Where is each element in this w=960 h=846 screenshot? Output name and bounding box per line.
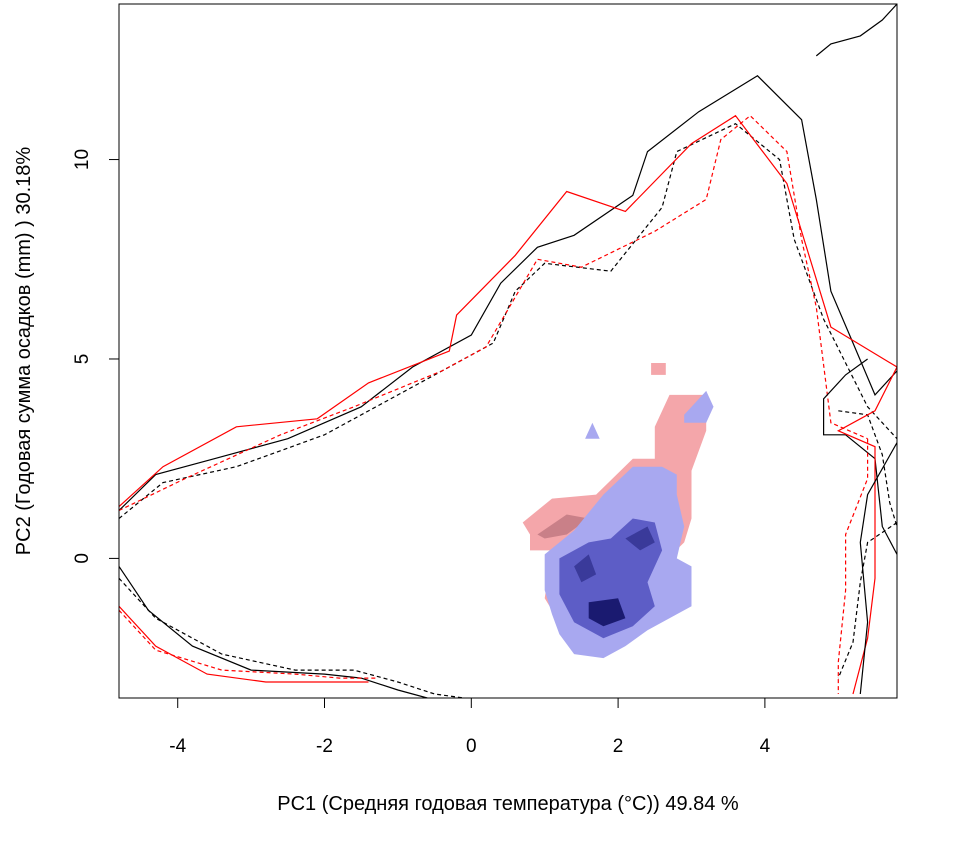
contour-black-solid (119, 75, 897, 511)
x-tick-label: 0 (466, 736, 477, 757)
y-axis-title: PC2 (Годовая сумма осадков (mm) ) 30.18% (13, 147, 35, 556)
contour-black-dashed-right (838, 410, 897, 527)
region-stability-mid (559, 518, 663, 639)
y-tick-label: 5 (72, 354, 93, 365)
contour-black-dashed-far-right (837, 522, 897, 679)
contour-red-dashed (119, 114, 868, 512)
region-stability-dark-3 (574, 554, 597, 583)
contour-black-dashed-bottom (119, 577, 465, 698)
contour-black-dashed (119, 122, 897, 519)
x-axis: -4 -2 0 2 4 (169, 697, 771, 757)
contour-black-solid-bottom (119, 566, 428, 698)
x-tick-label: -2 (316, 736, 333, 757)
x-tick-label: 4 (760, 736, 771, 757)
region-unfilling-dark (537, 514, 589, 539)
contour-red-solid (119, 114, 897, 508)
y-tick-label: 0 (72, 553, 93, 564)
y-axis: 0 5 10 (72, 149, 120, 564)
region-stability-light-top (684, 390, 714, 423)
x-tick-label: 2 (613, 736, 624, 757)
contour-red-solid-right (836, 366, 897, 695)
contour-black-solid-top-right (815, 4, 897, 57)
region-unfilling-dot (651, 363, 666, 375)
region-stability-dark-1 (588, 598, 626, 627)
x-axis-title: PC1 (Средняя годовая температура (°C)) 4… (277, 793, 739, 815)
contour-red-dashed-bottom (119, 609, 376, 679)
plot-frame (118, 3, 898, 699)
contour-red-dashed-right (837, 438, 869, 694)
climate-contours (119, 4, 897, 698)
region-stability-light-dot (585, 422, 600, 439)
y-tick-label: 10 (72, 149, 93, 170)
density-regions (522, 363, 714, 659)
contour-red-solid-bottom (119, 605, 369, 683)
x-tick-label: -4 (169, 736, 186, 757)
contour-black-solid-far-right (859, 442, 897, 695)
region-stability-dark-2 (625, 526, 655, 551)
contour-black-solid-right (823, 358, 897, 555)
